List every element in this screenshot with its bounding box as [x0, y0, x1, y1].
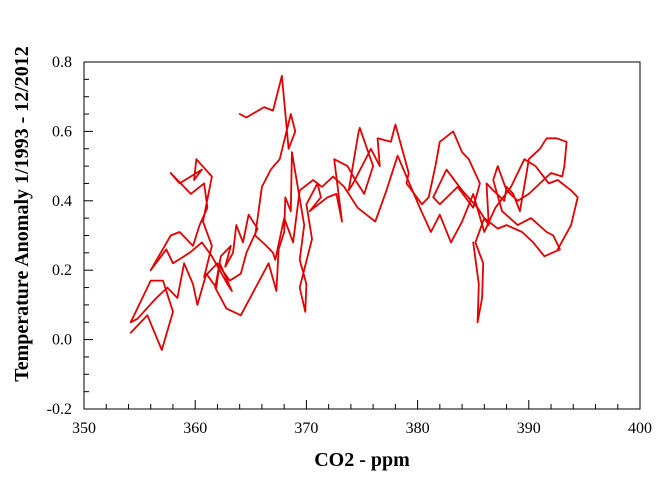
- x-tick-label: 390: [517, 420, 541, 437]
- series-line: [129, 123, 568, 351]
- x-tick-label: 380: [406, 420, 430, 437]
- y-tick-label: 0.8: [52, 54, 72, 71]
- x-tick-label: 370: [294, 420, 318, 437]
- y-tick-label: 0.6: [52, 123, 72, 140]
- series-line: [238, 75, 579, 261]
- y-tick-label: 0.4: [52, 193, 72, 210]
- y-axis-ticks: -0.2 0.0 0.2 0.4 0.6 0.8: [47, 54, 93, 418]
- y-tick-label: 0.0: [52, 332, 72, 349]
- y-axis-title: Temperature Anomaly 1/1993 - 12/2012: [11, 46, 33, 382]
- plot-area-frame: [83, 61, 641, 410]
- x-tick-label: 360: [183, 420, 207, 437]
- x-tick-label: 350: [72, 420, 96, 437]
- x-axis-ticks: 350 360 370 380 390 400: [72, 400, 652, 437]
- x-tick-label: 400: [628, 420, 652, 437]
- series-layer: [129, 75, 579, 351]
- y-tick-label: -0.2: [47, 401, 72, 418]
- x-axis-title: CO2 - ppm: [314, 449, 410, 471]
- y-tick-label: 0.2: [52, 262, 72, 279]
